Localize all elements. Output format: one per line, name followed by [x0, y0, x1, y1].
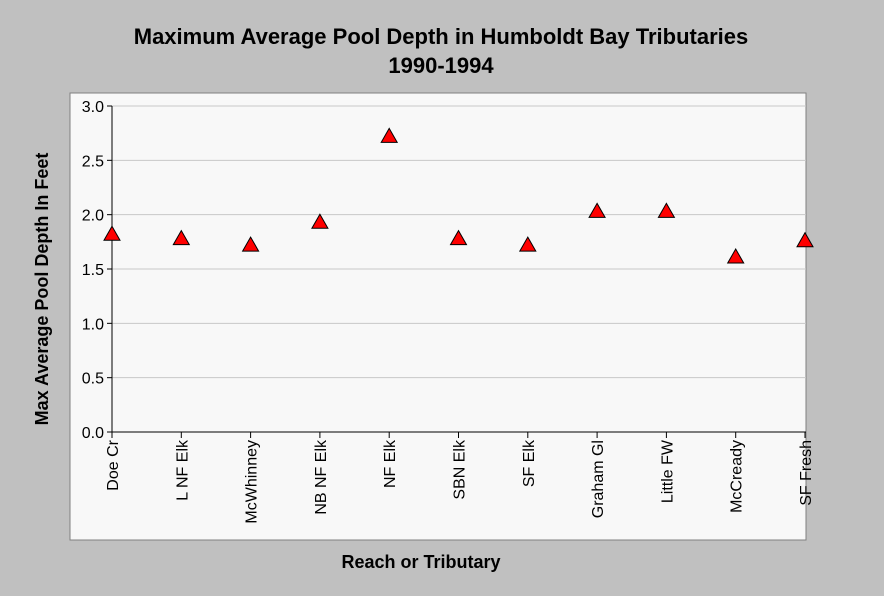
x-tick-label: McCready — [729, 440, 746, 513]
x-tick-label: SF Fresh — [798, 440, 815, 506]
x-tick-label: NB NF Elk — [313, 439, 330, 515]
x-tick-labels: Doe Cr L NF Elk McWhinney NB NF Elk NF Elk SB… — [105, 432, 815, 524]
data-point — [172, 229, 191, 246]
x-tick-label: Doe Cr — [105, 439, 122, 490]
x-tick-label: L NF Elk — [174, 439, 191, 501]
data-point — [449, 229, 468, 246]
data-markers — [103, 127, 814, 264]
y-tick-label: 0.5 — [82, 371, 104, 388]
y-tick-label: 1.5 — [82, 262, 104, 279]
y-tick-label: 3.0 — [82, 99, 104, 116]
data-point — [103, 225, 121, 241]
x-tick-label: SBN Elk — [452, 439, 469, 500]
x-tick-label: SF Elk — [521, 439, 538, 487]
chart-title: Maximum Average Pool Depth in Humboldt B… — [134, 24, 748, 49]
x-tick-label: Graham Gl — [590, 440, 607, 518]
data-point — [726, 248, 745, 264]
chart-subtitle: 1990-1994 — [388, 53, 494, 78]
x-tick-label: McWhinney — [244, 440, 261, 524]
y-tick-label: 2.5 — [82, 153, 104, 170]
data-point — [380, 127, 399, 143]
y-tick-labels: 0.0 0.5 1.0 1.5 2.0 2.5 3.0 — [82, 99, 112, 442]
y-tick-label: 1.0 — [82, 316, 104, 333]
data-point — [588, 202, 606, 218]
y-tick-label: 2.0 — [82, 208, 104, 225]
plot-panel — [69, 92, 807, 541]
data-point — [796, 231, 814, 248]
y-axis-label: Max Average Pool Depth In Feet — [32, 153, 52, 426]
grid-layer — [112, 105, 806, 379]
x-tick-label: Little FW — [659, 439, 676, 503]
y-tick-label: 0.0 — [82, 425, 104, 442]
data-point — [657, 202, 676, 218]
data-point — [241, 236, 260, 252]
x-tick-label: NF Elk — [382, 439, 399, 488]
data-point — [518, 236, 537, 252]
data-point — [311, 213, 329, 229]
x-axis-label: Reach or Tributary — [341, 552, 500, 572]
